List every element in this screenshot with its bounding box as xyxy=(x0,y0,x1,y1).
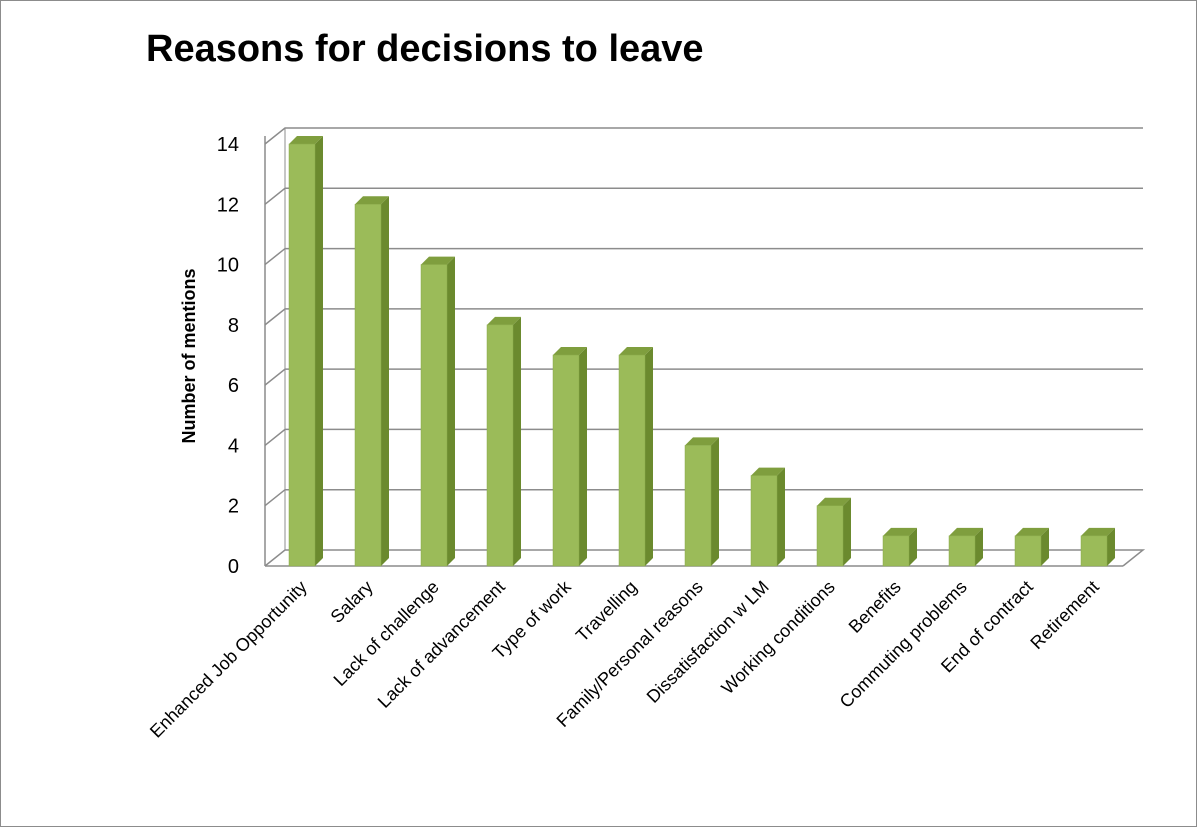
bar xyxy=(288,136,323,567)
bar xyxy=(552,347,587,567)
y-tick-label: 6 xyxy=(228,375,239,397)
x-tick-label: Enhanced Job Opportunity xyxy=(146,577,311,742)
bar-front xyxy=(420,264,448,567)
y-axis-ticks: 0 2 4 6 8 10 12 14 xyxy=(217,134,239,578)
bar-top xyxy=(817,497,851,506)
y-tick-label: 12 xyxy=(217,194,239,216)
x-tick-label: Commuting problems xyxy=(836,577,971,712)
bar-top xyxy=(289,136,323,144)
bar-front xyxy=(288,143,316,567)
bar xyxy=(1080,527,1115,567)
bar xyxy=(1014,527,1049,567)
bar xyxy=(486,316,521,567)
gridline xyxy=(264,428,1143,447)
bar-side xyxy=(513,316,521,566)
bar xyxy=(420,256,455,567)
bar-front xyxy=(948,535,976,567)
chart-title: Reasons for decisions to leave xyxy=(146,28,704,70)
gridlines xyxy=(264,127,1146,567)
bar-front xyxy=(882,535,910,567)
x-tick-label: Salary xyxy=(327,577,377,627)
y-tick-label: 8 xyxy=(228,315,239,337)
bars xyxy=(288,136,1115,567)
bar xyxy=(750,467,785,567)
y-tick-label: 14 xyxy=(217,134,239,156)
x-tick-label: Working conditions xyxy=(717,577,838,698)
bar xyxy=(684,437,719,567)
bar-side xyxy=(843,497,851,566)
bar-top xyxy=(619,347,653,355)
bar xyxy=(882,527,917,567)
bar-side xyxy=(711,437,719,566)
bar-front xyxy=(750,475,778,567)
bar-side xyxy=(315,136,323,566)
bar-side xyxy=(381,196,389,567)
gridline xyxy=(264,368,1143,386)
bar-top xyxy=(949,527,983,536)
bar-front xyxy=(354,204,382,567)
bar-front xyxy=(1080,535,1108,567)
bar-front xyxy=(1014,535,1042,567)
bar-side xyxy=(1107,527,1115,566)
bar-side xyxy=(909,527,917,566)
y-tick-label: 10 xyxy=(217,255,239,277)
bar-top xyxy=(355,196,389,205)
bar-top xyxy=(487,316,521,325)
y-tick-label: 4 xyxy=(228,435,239,457)
gridline xyxy=(264,187,1143,205)
bar-front xyxy=(486,324,514,567)
gridline xyxy=(264,308,1143,326)
bar-side xyxy=(975,527,983,566)
bar-top xyxy=(1081,527,1115,536)
bar-front xyxy=(618,354,646,567)
bar-front xyxy=(816,505,844,567)
y-tick-label: 0 xyxy=(228,556,239,578)
bar-top xyxy=(553,347,587,355)
x-tick-label: Travelling xyxy=(572,577,641,646)
gridline xyxy=(264,488,1143,507)
bar-side xyxy=(579,347,587,566)
bar-side xyxy=(447,256,455,566)
bar xyxy=(354,196,389,567)
y-axis-label: Number of mentions xyxy=(179,268,199,443)
x-tick-label: Retirement xyxy=(1026,577,1102,653)
bar-front xyxy=(552,354,580,567)
bar-side xyxy=(777,467,785,566)
bar-front xyxy=(684,445,712,567)
bar xyxy=(816,497,851,567)
x-tick-label: Lack of advancement xyxy=(374,577,509,712)
bar-top xyxy=(751,467,785,476)
bar-side xyxy=(645,347,653,566)
bar-top xyxy=(685,437,719,446)
y-tick-label: 2 xyxy=(228,496,239,518)
gridline xyxy=(264,127,1143,145)
bar xyxy=(948,527,983,567)
bar-top xyxy=(1015,527,1049,536)
bar-top xyxy=(883,527,917,536)
x-tick-label: Dissatisfaction w LM xyxy=(643,577,773,707)
bar xyxy=(618,347,653,567)
x-tick-label: Benefits xyxy=(845,577,905,637)
bar-top xyxy=(421,256,455,265)
bar-side xyxy=(1041,527,1049,566)
gridline xyxy=(264,247,1143,266)
